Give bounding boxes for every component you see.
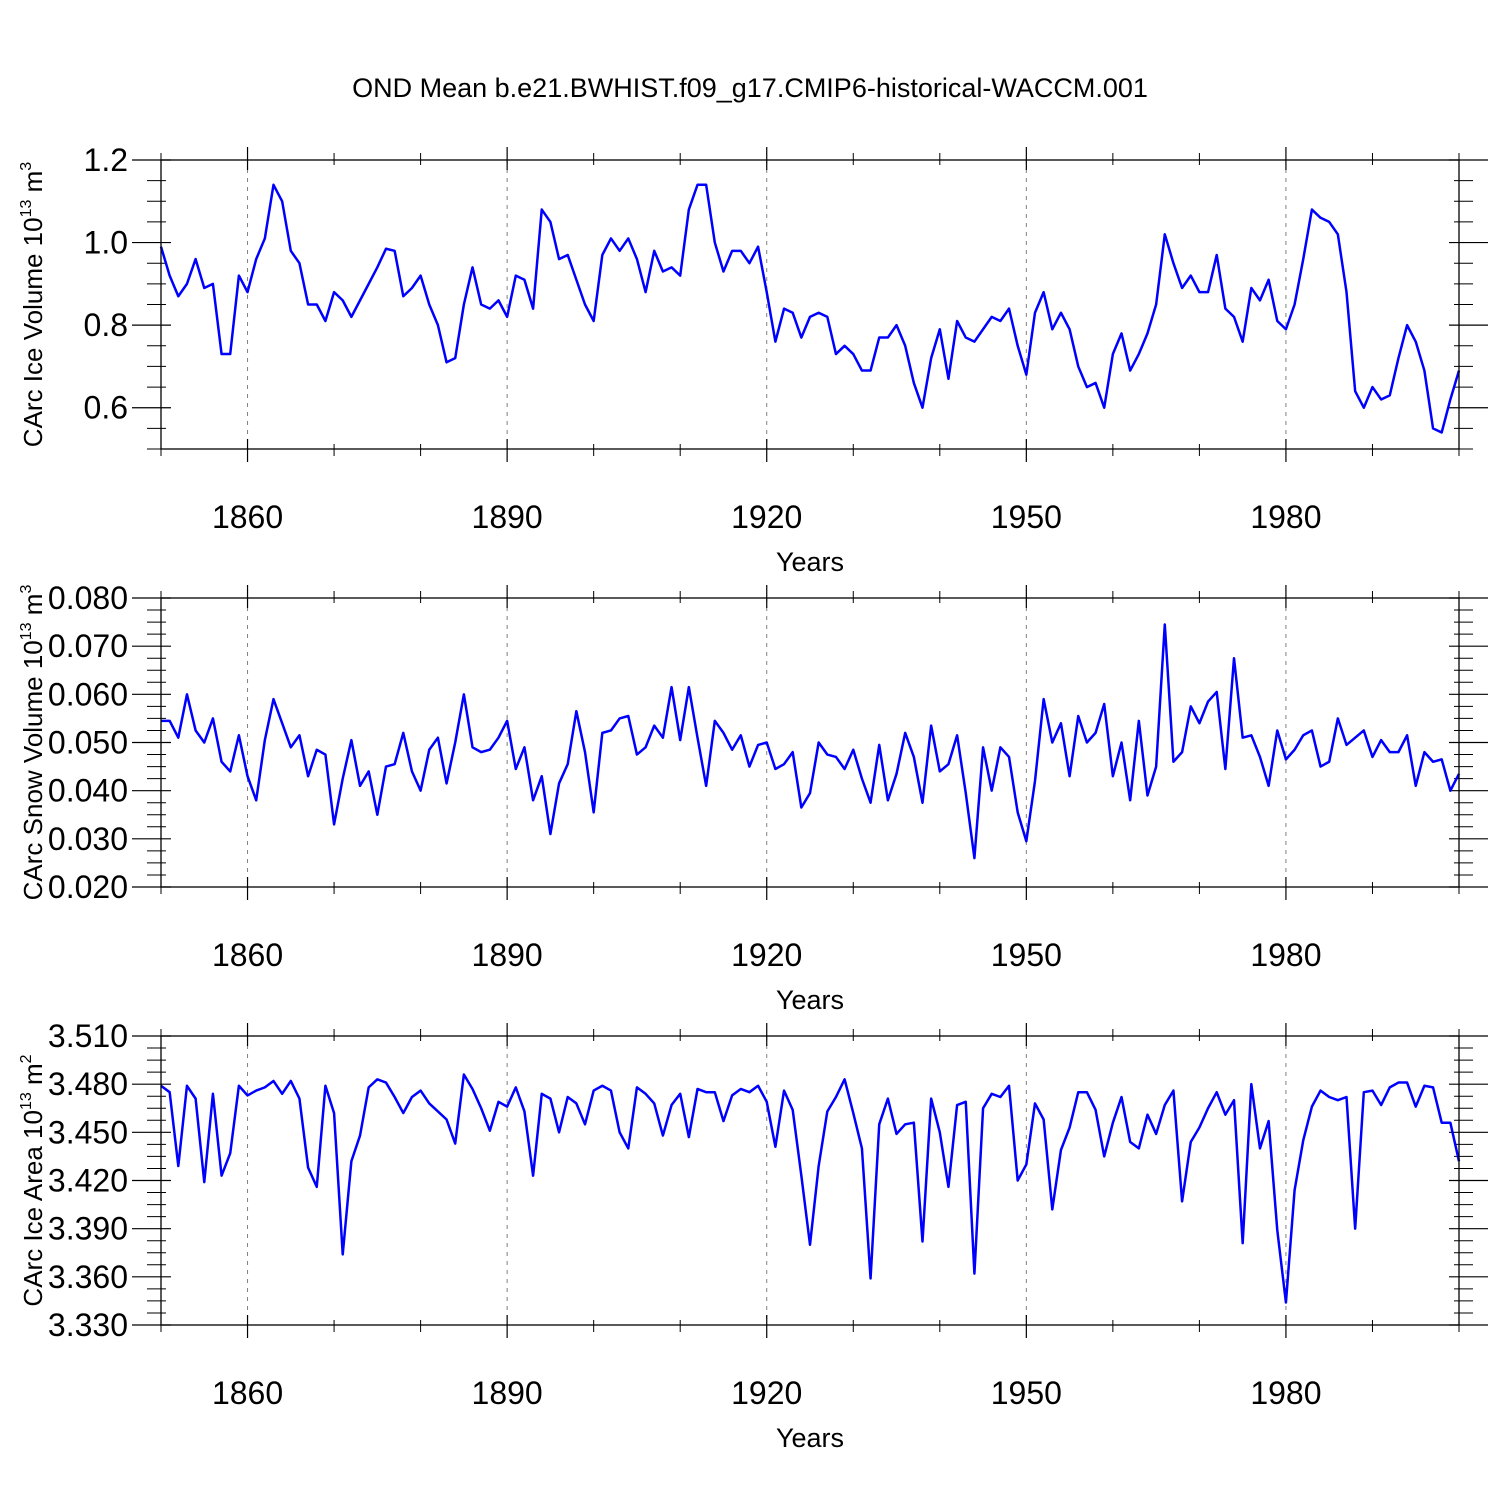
x-tick-label: 1890: [472, 499, 543, 535]
data-series-line: [161, 623, 1461, 860]
y-axis-label-unit: m: [18, 594, 48, 623]
x-tick-label: 1950: [991, 499, 1062, 535]
x-tick-label: 1920: [731, 499, 802, 535]
y-axis-label: CArc Ice Area 1013 m2: [18, 1054, 48, 1306]
x-tick-label: 1950: [991, 1375, 1062, 1411]
y-tick-label: 0.040: [48, 773, 128, 809]
x-tick-label: 1980: [1250, 499, 1321, 535]
y-tick-label: 0.6: [84, 390, 128, 426]
y-tick-label: 0.070: [48, 628, 128, 664]
y-axis-label-unit: m: [18, 171, 48, 200]
plot-frame: [160, 1035, 1460, 1326]
y-axis-label-text: CArc Ice Area 10: [18, 1110, 48, 1307]
y-tick-label: 3.450: [48, 1114, 128, 1150]
y-tick-label: 0.030: [48, 821, 128, 857]
x-axis-label: Years: [776, 985, 844, 1015]
y-axis-label-unit: m: [18, 1063, 48, 1092]
y-axis-label-unit-exponent: 3: [18, 585, 35, 594]
y-axis-label: CArc Ice Volume 1013 m3: [18, 162, 48, 447]
chart-panel-1: 1860 1890 1920 1950 1980 0.6 0.8 1.0 1.2 Years CAr…: [18, 142, 1488, 577]
chart-panel-2: 1860 1890 1920 1950 1980 0.020 0.030 0.040 0.050…: [18, 580, 1488, 1015]
y-tick-label: 0.050: [48, 725, 128, 761]
y-axis-label-unit-exponent: 3: [18, 162, 35, 171]
y-axis-label-text: CArc Ice Volume 10: [18, 217, 48, 447]
chart-panel-3: 1860 1890 1920 1950 1980 3.330 3.360 3.390 3.420…: [18, 1018, 1488, 1453]
x-tick-label: 1860: [212, 937, 283, 973]
y-tick-label: 0.080: [48, 580, 128, 616]
y-tick-label: 3.510: [48, 1018, 128, 1054]
x-tick-label: 1920: [731, 1375, 802, 1411]
y-tick-label: 3.480: [48, 1066, 128, 1102]
x-tick-label: 1890: [472, 937, 543, 973]
plot-frame: [160, 597, 1460, 888]
x-tick-label: 1980: [1250, 937, 1321, 973]
y-tick-label: 1.0: [84, 225, 128, 261]
x-axis-label: Years: [776, 547, 844, 577]
y-tick-label: 0.8: [84, 307, 128, 343]
y-tick-label: 0.020: [48, 869, 128, 905]
y-tick-label: 3.390: [48, 1211, 128, 1247]
panels: 1860 1890 1920 1950 1980 0.6 0.8 1.0 1.2 Years CAr…: [18, 142, 1488, 1453]
y-tick-label: 1.2: [84, 142, 128, 178]
figure-title: OND Mean b.e21.BWHIST.f09_g17.CMIP6-hist…: [352, 73, 1148, 103]
y-axis-label: CArc Snow Volume 1013 m3: [18, 585, 48, 901]
y-axis-label-exponent: 13: [18, 200, 35, 218]
x-tick-label: 1950: [991, 937, 1062, 973]
x-tick-label: 1890: [472, 1375, 543, 1411]
y-tick-label: 3.330: [48, 1307, 128, 1343]
y-axis-label-exponent: 13: [18, 1092, 35, 1110]
y-axis-label-text: CArc Snow Volume 10: [18, 640, 48, 900]
y-tick-label: 0.060: [48, 676, 128, 712]
y-tick-label: 3.360: [48, 1259, 128, 1295]
y-axis-label-unit-exponent: 2: [18, 1054, 35, 1063]
x-tick-label: 1860: [212, 1375, 283, 1411]
data-series-line: [160, 1073, 1461, 1304]
y-tick-label: 3.420: [48, 1163, 128, 1199]
y-axis-label-exponent: 13: [18, 622, 35, 640]
x-axis-label: Years: [776, 1423, 844, 1453]
x-tick-label: 1980: [1250, 1375, 1321, 1411]
x-tick-label: 1860: [212, 499, 283, 535]
plot-frame: [160, 159, 1460, 450]
x-tick-label: 1920: [731, 937, 802, 973]
data-series-line: [159, 183, 1461, 434]
